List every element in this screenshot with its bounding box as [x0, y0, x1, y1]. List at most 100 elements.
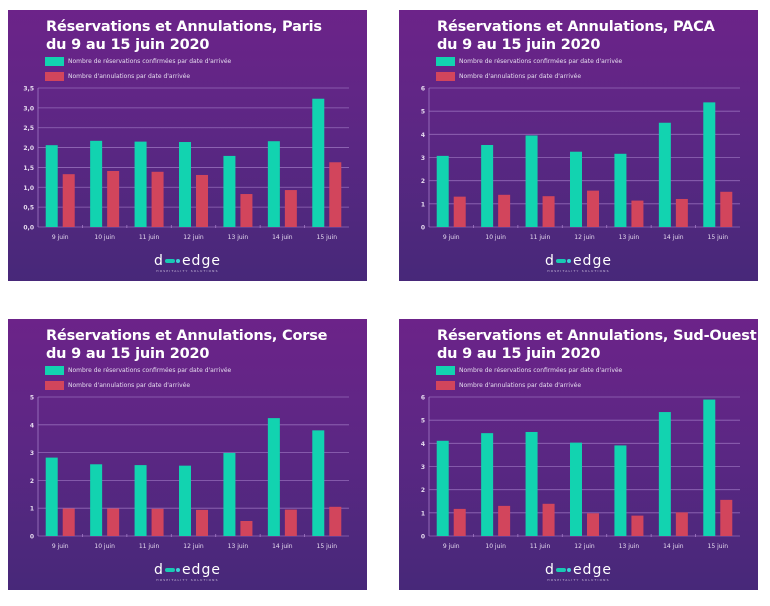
chart-panel-corse: Réservations et Annulations, Corse du 9 … — [8, 319, 367, 590]
legend-swatch-annulations — [45, 381, 64, 390]
legend-item-reservations: Nombre de réservations confirmées par da… — [436, 57, 622, 66]
x-tick-label: 13 juin — [619, 543, 640, 550]
logo-dash-icon — [164, 568, 175, 572]
chart-panel-paris: Réservations et Annulations, Paris du 9 … — [8, 10, 367, 281]
bar-reservations — [45, 457, 58, 536]
bar-reservations — [481, 433, 494, 536]
x-tick-label: 11 juin — [530, 543, 551, 550]
y-tick-label: 2 — [421, 178, 425, 185]
y-tick-label: 1 — [421, 201, 425, 208]
x-tick-label: 13 juin — [619, 234, 640, 241]
logo-left: d — [154, 253, 164, 269]
legend-item-reservations: Nombre de réservations confirmées par da… — [45, 57, 231, 66]
x-tick-label: 9 juin — [52, 543, 69, 550]
bar-annulations — [631, 515, 644, 536]
x-tick-label: 9 juin — [52, 234, 69, 241]
bar-chart-plot: 0 1 2 3 4 5 9 juin 10 juin 11 juin 12 juin 13 juin… — [30, 395, 349, 550]
y-tick-label: 2,0 — [23, 145, 34, 152]
bar-annulations — [631, 200, 644, 227]
legend-swatch-reservations — [45, 57, 64, 66]
bar-reservations — [179, 142, 191, 227]
bar-annulations — [62, 508, 75, 536]
x-tick-label: 11 juin — [139, 543, 160, 550]
bar-reservations — [436, 155, 449, 227]
bar-annulations — [720, 499, 733, 536]
y-tick-label: 5 — [421, 109, 425, 116]
y-tick-label: 0,0 — [23, 225, 34, 232]
x-tick-label: 15 juin — [317, 543, 338, 550]
logo-wordmark: d edge — [154, 562, 221, 578]
legend-item-annulations: Nombre d'annulations par date d'arrivée — [45, 381, 190, 390]
chart-subtitle: du 9 au 15 juin 2020 — [46, 346, 210, 362]
x-tick-label: 14 juin — [663, 543, 684, 550]
brand-logo: d edge HOSPITALITY SOLUTIONS — [8, 559, 367, 582]
bar-reservations — [223, 155, 236, 227]
chart-title: Réservations et Annulations, Corse du 9 … — [46, 327, 327, 363]
x-tick-label: 10 juin — [94, 543, 115, 550]
logo-dot-icon — [175, 568, 180, 572]
y-tick-label: 4 — [421, 441, 425, 448]
chart-title: Réservations et Annulations, Paris du 9 … — [46, 18, 322, 54]
brand-logo: d edge HOSPITALITY SOLUTIONS — [399, 250, 758, 273]
y-tick-label: 0,5 — [23, 205, 34, 212]
bar-reservations — [436, 440, 449, 536]
bar-annulations — [329, 506, 342, 536]
legend-label-reservations: Nombre de réservations confirmées par da… — [68, 58, 232, 65]
logo-tagline: HOSPITALITY SOLUTIONS — [156, 578, 219, 582]
y-tick-label: 1,5 — [23, 165, 34, 172]
bar-reservations — [45, 145, 58, 227]
bar-reservations — [223, 452, 236, 536]
bar-annulations — [107, 171, 120, 227]
logo-wordmark: d edge — [545, 253, 612, 269]
x-tick-label: 15 juin — [708, 543, 729, 550]
bar-reservations — [614, 153, 627, 227]
y-tick-label: 3 — [421, 464, 425, 471]
bar-reservations — [312, 98, 325, 227]
legend-item-reservations: Nombre de réservations confirmées par da… — [436, 366, 622, 375]
bar-annulations — [498, 505, 511, 536]
bar-annulations — [542, 196, 555, 227]
bar-reservations — [570, 442, 582, 536]
bar-annulations — [151, 171, 164, 227]
chart-title-line: Réservations et Annulations, Paris — [46, 19, 322, 35]
chart-subtitle: du 9 au 15 juin 2020 — [46, 37, 210, 53]
y-tick-label: 5 — [421, 418, 425, 425]
bar-annulations — [587, 190, 599, 227]
bar-reservations — [525, 431, 538, 536]
bar-annulations — [720, 191, 733, 227]
logo-tagline: HOSPITALITY SOLUTIONS — [547, 578, 610, 582]
x-tick-label: 12 juin — [574, 543, 595, 550]
y-tick-label: 2,5 — [23, 125, 34, 132]
x-tick-label: 14 juin — [663, 234, 684, 241]
bar-annulations — [107, 508, 120, 536]
y-tick-label: 0 — [421, 534, 425, 541]
legend-label-reservations: Nombre de réservations confirmées par da… — [68, 367, 232, 374]
bar-chart-plot: 0 1 2 3 4 5 6 9 juin 10 juin 11 juin 12 juin 13 jui… — [421, 86, 740, 241]
y-tick-label: 3 — [30, 450, 34, 457]
legend-item-annulations: Nombre d'annulations par date d'arrivée — [45, 72, 190, 81]
logo-right: edge — [181, 253, 221, 269]
legend-swatch-reservations — [45, 366, 64, 375]
legend-item-reservations: Nombre de réservations confirmées par da… — [45, 366, 231, 375]
logo-wordmark: d edge — [154, 253, 221, 269]
bar-chart-plot: 0,0 0,5 1,0 1,5 2,0 2,5 3,0 3,5 9 juin 10 juin 11 … — [23, 86, 349, 241]
bar-reservations — [525, 135, 538, 227]
x-tick-label: 9 juin — [443, 234, 460, 241]
x-tick-label: 11 juin — [139, 234, 160, 241]
y-tick-label: 2 — [30, 478, 34, 485]
bar-reservations — [267, 418, 280, 536]
chart-subtitle: du 9 au 15 juin 2020 — [437, 37, 601, 53]
bar-reservations — [658, 122, 671, 227]
chart-title-line: Réservations et Annulations, Sud-Ouest — [437, 328, 757, 344]
logo-dot-icon — [566, 568, 571, 572]
logo-right: edge — [181, 562, 221, 578]
bar-reservations — [312, 430, 325, 536]
x-tick-label: 15 juin — [317, 234, 338, 241]
x-tick-label: 13 juin — [228, 234, 249, 241]
legend-swatch-annulations — [436, 381, 455, 390]
logo-tagline: HOSPITALITY SOLUTIONS — [156, 269, 219, 273]
y-tick-label: 4 — [30, 422, 34, 429]
logo-tagline: HOSPITALITY SOLUTIONS — [547, 269, 610, 273]
bar-chart-plot: 0 1 2 3 4 5 6 9 juin 10 juin 11 juin 12 juin 13 jui… — [421, 395, 740, 550]
y-tick-label: 3,5 — [23, 86, 34, 93]
